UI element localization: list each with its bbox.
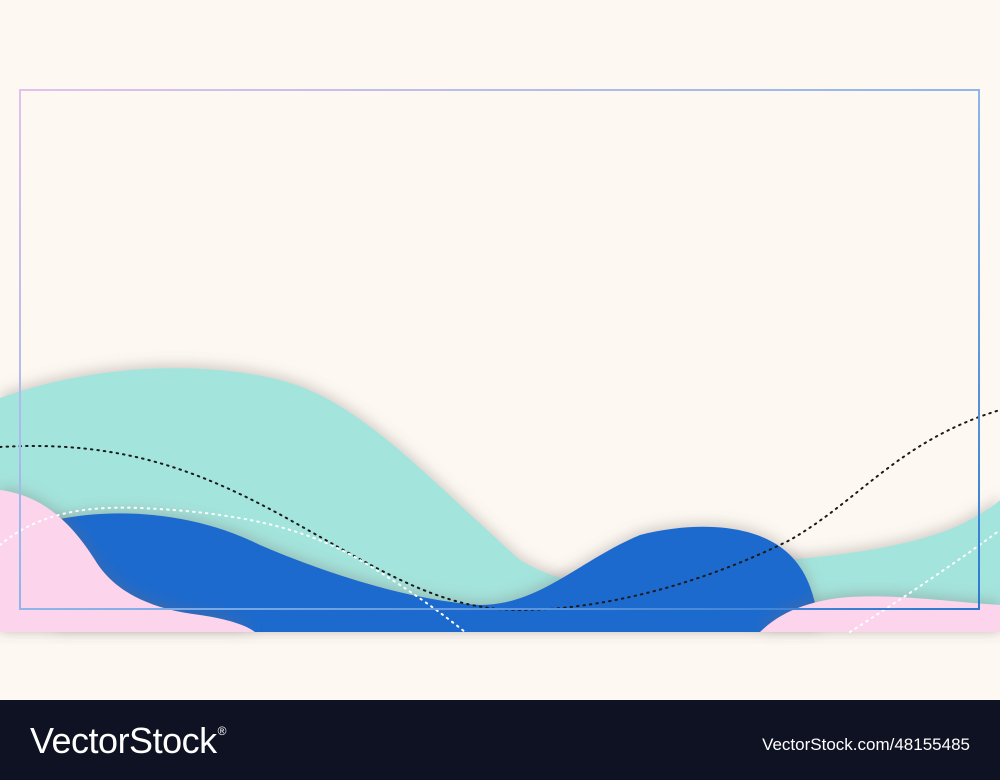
pink-wave-left (0, 490, 255, 632)
registered-mark: ® (217, 724, 227, 738)
brand-text: VectorStock (30, 720, 217, 761)
pink-wave-right (760, 596, 1000, 632)
brand-logo: VectorStock® (30, 720, 226, 762)
blue-wave (55, 513, 820, 632)
watermark-footer: VectorStock® VectorStock.com/48155485 (0, 700, 1000, 780)
wavy-frame-artwork (0, 89, 1000, 633)
dotted-line-light (0, 506, 466, 633)
dotted-line-light-right (849, 529, 1000, 633)
stock-id: VectorStock.com/48155485 (762, 735, 970, 754)
